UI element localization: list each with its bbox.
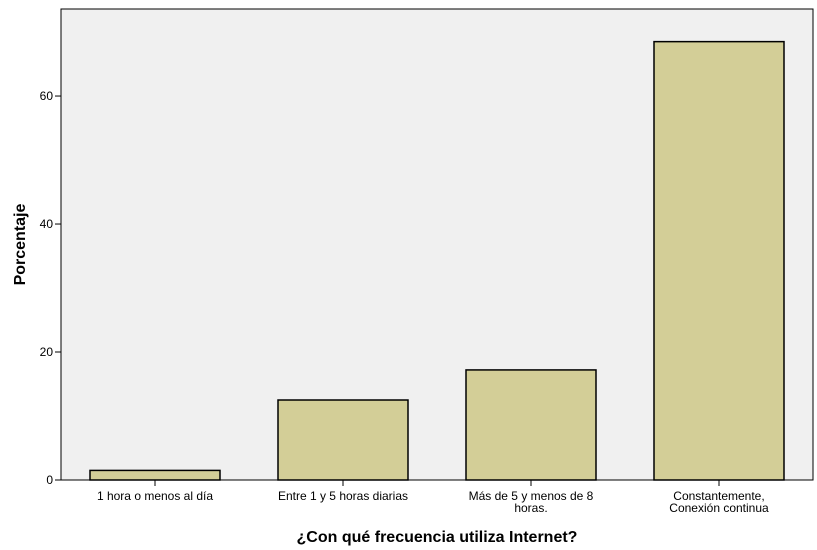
x-axis: 1 hora o menos al día Entre 1 y 5 horas d…	[97, 480, 769, 515]
y-axis: 0 20 40 60	[40, 89, 61, 487]
bar	[277, 399, 409, 481]
y-tick-label: 60	[40, 89, 54, 103]
bar	[465, 369, 597, 481]
y-axis-title: Porcentaje	[12, 203, 29, 285]
x-tick-label: 1 hora o menos al día	[97, 489, 213, 503]
bars	[89, 40, 785, 481]
x-tick-label: Más de 5 y menos de 8 horas.	[469, 489, 594, 515]
x-tick-label: Entre 1 y 5 horas diarias	[278, 489, 408, 503]
y-tick-label: 20	[40, 345, 54, 359]
y-tick-label: 0	[46, 473, 53, 487]
bar	[653, 40, 785, 481]
x-tick-label: Constantemente, Conexión continua	[669, 489, 769, 515]
bar	[89, 469, 221, 481]
y-tick-label: 40	[40, 217, 54, 231]
x-axis-title: ¿Con qué frecuencia utiliza Internet?	[297, 529, 578, 546]
